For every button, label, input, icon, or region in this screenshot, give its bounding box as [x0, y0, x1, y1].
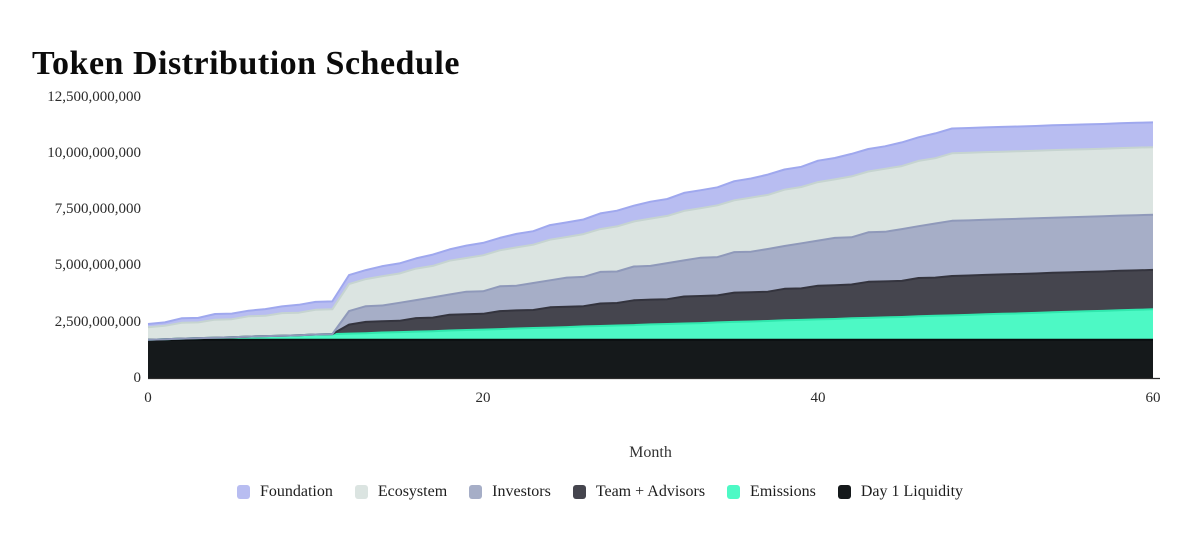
y-tick-label: 5,000,000,000	[54, 257, 141, 273]
area-ecosystem	[148, 147, 1153, 340]
y-tick-label: 12,500,000,000	[47, 89, 141, 105]
legend-swatch-emissions	[727, 485, 741, 499]
legend-swatch-team-advisors	[572, 485, 586, 499]
boundary-investors	[147, 213, 1154, 341]
chart-legend: Foundation Ecosystem Investors Team + Ad…	[0, 482, 1200, 502]
area-team-advisors	[148, 269, 1153, 340]
legend-swatch-day1-liquidity	[837, 485, 851, 499]
legend-swatch-foundation	[236, 485, 250, 499]
legend-item-ecosystem: Ecosystem	[354, 482, 448, 502]
x-tick-label: 40	[810, 390, 826, 406]
legend-item-day1-liquidity: Day 1 Liquidity	[837, 482, 964, 502]
legend-label-investors: Investors	[492, 483, 551, 500]
y-tick-label: 2,500,000,000	[54, 314, 141, 330]
x-tick-label: 60	[1145, 390, 1161, 406]
legend-label-emissions: Emissions	[750, 483, 816, 500]
boundary-ecosystem	[147, 146, 1154, 329]
y-tick-label: 0	[133, 370, 142, 386]
y-tick-label: 10,000,000,000	[47, 145, 141, 161]
page-title: Token Distribution Schedule	[32, 44, 460, 82]
x-tick-label: 0	[144, 390, 152, 406]
legend-item-investors: Investors	[469, 482, 551, 502]
area-day-1-liquidity	[148, 339, 1153, 378]
boundary-foundation	[147, 121, 1154, 325]
legend-label-ecosystem: Ecosystem	[377, 483, 448, 500]
legend-swatch-investors	[469, 485, 483, 499]
x-tick-label: 20	[475, 390, 491, 406]
y-tick-label: 7,500,000,000	[54, 201, 141, 217]
area-investors	[148, 214, 1153, 340]
x-axis-title: Month	[629, 444, 672, 461]
legend-label-foundation: Foundation	[259, 483, 333, 500]
legend-item-emissions: Emissions	[727, 482, 816, 502]
legend-label-day1-liquidity: Day 1 Liquidity	[860, 483, 964, 500]
legend-item-team-advisors: Team + Advisors	[572, 482, 706, 502]
area-foundation	[148, 122, 1153, 328]
legend-item-foundation: Foundation	[236, 482, 333, 502]
legend-label-team-advisors: Team + Advisors	[595, 483, 706, 500]
legend-swatch-ecosystem	[354, 485, 368, 499]
